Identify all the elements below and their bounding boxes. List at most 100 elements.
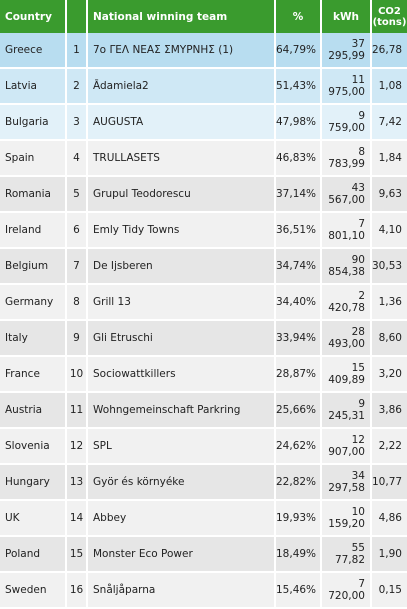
cell-team: TRULLASETS xyxy=(88,141,276,177)
cell-co2: 9,63 xyxy=(372,177,407,213)
cell-rank: 7 xyxy=(67,249,88,285)
header-kwh: kWh xyxy=(322,0,372,33)
cell-team: Györ és környéke xyxy=(88,465,276,501)
cell-kwh: 8 783,99 xyxy=(322,141,372,177)
cell-percent: 24,62% xyxy=(276,429,322,465)
cell-co2: 30,53 xyxy=(372,249,407,285)
cell-kwh: 12 907,00 xyxy=(322,429,372,465)
cell-country: Austria xyxy=(0,393,67,429)
header-co2-line1: CO2 xyxy=(378,5,401,17)
cell-country: Hungary xyxy=(0,465,67,501)
cell-team: Wohngemeinschaft Parkring xyxy=(88,393,276,429)
cell-team: Monster Eco Power xyxy=(88,537,276,573)
cell-percent: 34,40% xyxy=(276,285,322,321)
table-row: Latvia 2 Ādamiela2 51,43% 11 975,00 1,08 xyxy=(0,69,407,105)
cell-kwh: 7 801,10 xyxy=(322,213,372,249)
cell-team: Sociowattkillers xyxy=(88,357,276,393)
cell-country: Italy xyxy=(0,321,67,357)
cell-country: Belgium xyxy=(0,249,67,285)
cell-rank: 9 xyxy=(67,321,88,357)
cell-percent: 15,46% xyxy=(276,573,322,609)
table-row: Italy 9 Gli Etruschi 33,94% 28 493,00 8,… xyxy=(0,321,407,357)
cell-rank: 16 xyxy=(67,573,88,609)
table-row: Hungary 13 Györ és környéke 22,82% 34 29… xyxy=(0,465,407,501)
cell-country: Bulgaria xyxy=(0,105,67,141)
cell-co2: 4,86 xyxy=(372,501,407,537)
cell-rank: 15 xyxy=(67,537,88,573)
cell-team: Gli Etruschi xyxy=(88,321,276,357)
cell-kwh: 90 854,38 xyxy=(322,249,372,285)
cell-country: Germany xyxy=(0,285,67,321)
cell-country: Greece xyxy=(0,33,67,69)
table-row: Romania 5 Grupul Teodorescu 37,14% 43 56… xyxy=(0,177,407,213)
cell-team: Grill 13 xyxy=(88,285,276,321)
cell-co2: 4,10 xyxy=(372,213,407,249)
cell-kwh: 7 720,00 xyxy=(322,573,372,609)
header-team: National winning team xyxy=(88,0,276,33)
cell-co2: 3,86 xyxy=(372,393,407,429)
header-rank xyxy=(67,0,88,33)
cell-co2: 3,20 xyxy=(372,357,407,393)
cell-rank: 2 xyxy=(67,69,88,105)
table-row: Sweden 16 Snåljåparna 15,46% 7 720,00 0,… xyxy=(0,573,407,609)
cell-co2: 26,78 xyxy=(372,33,407,69)
cell-country: UK xyxy=(0,501,67,537)
cell-rank: 14 xyxy=(67,501,88,537)
cell-kwh: 43 567,00 xyxy=(322,177,372,213)
cell-percent: 51,43% xyxy=(276,69,322,105)
cell-country: France xyxy=(0,357,67,393)
cell-kwh: 11 975,00 xyxy=(322,69,372,105)
cell-rank: 3 xyxy=(67,105,88,141)
table-row: Belgium 7 De Ijsberen 34,74% 90 854,38 3… xyxy=(0,249,407,285)
header-percent: % xyxy=(276,0,322,33)
cell-kwh: 15 409,89 xyxy=(322,357,372,393)
cell-co2: 1,36 xyxy=(372,285,407,321)
cell-percent: 47,98% xyxy=(276,105,322,141)
cell-country: Ireland xyxy=(0,213,67,249)
table-row: Germany 8 Grill 13 34,40% 2 420,78 1,36 xyxy=(0,285,407,321)
cell-co2: 1,90 xyxy=(372,537,407,573)
cell-country: Sweden xyxy=(0,573,67,609)
cell-kwh: 10 159,20 xyxy=(322,501,372,537)
cell-percent: 64,79% xyxy=(276,33,322,69)
cell-kwh: 28 493,00 xyxy=(322,321,372,357)
cell-kwh: 2 420,78 xyxy=(322,285,372,321)
cell-country: Latvia xyxy=(0,69,67,105)
cell-percent: 37,14% xyxy=(276,177,322,213)
cell-percent: 18,49% xyxy=(276,537,322,573)
cell-rank: 6 xyxy=(67,213,88,249)
header-country: Country xyxy=(0,0,67,33)
cell-team: 7ο ΓΕΛ ΝΕΑΣ ΣΜΥΡΝΗΣ (1) xyxy=(88,33,276,69)
cell-percent: 36,51% xyxy=(276,213,322,249)
cell-rank: 10 xyxy=(67,357,88,393)
cell-country: Romania xyxy=(0,177,67,213)
cell-kwh: 9 759,00 xyxy=(322,105,372,141)
cell-co2: 1,84 xyxy=(372,141,407,177)
cell-co2: 1,08 xyxy=(372,69,407,105)
cell-rank: 12 xyxy=(67,429,88,465)
cell-team: AUGUSTA xyxy=(88,105,276,141)
cell-rank: 1 xyxy=(67,33,88,69)
table-row: Bulgaria 3 AUGUSTA 47,98% 9 759,00 7,42 xyxy=(0,105,407,141)
cell-team: De Ijsberen xyxy=(88,249,276,285)
cell-rank: 8 xyxy=(67,285,88,321)
cell-team: Grupul Teodorescu xyxy=(88,177,276,213)
table-row: Poland 15 Monster Eco Power 18,49% 55 77… xyxy=(0,537,407,573)
header-co2: CO2 (tons) xyxy=(372,0,407,33)
cell-percent: 34,74% xyxy=(276,249,322,285)
header-co2-line2: (tons) xyxy=(372,16,407,28)
cell-team: Abbey xyxy=(88,501,276,537)
cell-co2: 8,60 xyxy=(372,321,407,357)
cell-rank: 5 xyxy=(67,177,88,213)
cell-co2: 7,42 xyxy=(372,105,407,141)
cell-country: Spain xyxy=(0,141,67,177)
table-row: Ireland 6 Emly Tidy Towns 36,51% 7 801,1… xyxy=(0,213,407,249)
table-header-row: Country National winning team % kWh CO2 … xyxy=(0,0,407,33)
cell-country: Poland xyxy=(0,537,67,573)
cell-kwh: 9 245,31 xyxy=(322,393,372,429)
cell-percent: 22,82% xyxy=(276,465,322,501)
cell-team: Ādamiela2 xyxy=(88,69,276,105)
cell-team: Snåljåparna xyxy=(88,573,276,609)
cell-percent: 33,94% xyxy=(276,321,322,357)
